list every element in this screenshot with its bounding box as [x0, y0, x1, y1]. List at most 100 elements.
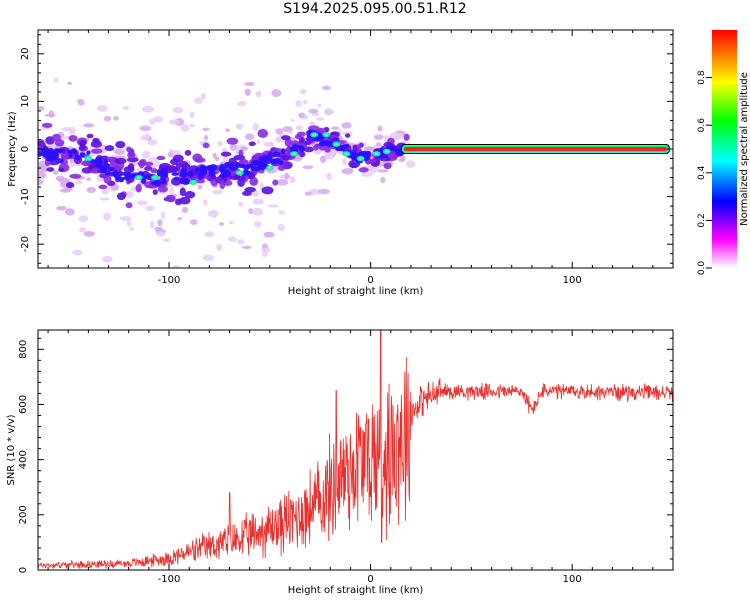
spectral-point — [277, 165, 286, 171]
spectral-point — [280, 148, 286, 155]
spectral-point — [226, 137, 239, 145]
spectral-point — [67, 81, 73, 86]
spectral-point — [244, 133, 255, 141]
spectral-point — [104, 145, 115, 152]
spectral-point — [222, 155, 228, 163]
spectral-point — [114, 157, 127, 165]
spectral-point — [295, 100, 302, 107]
plot-area — [38, 330, 673, 570]
spectral-point — [280, 154, 291, 161]
spectral-point — [403, 133, 410, 141]
spectral-point — [314, 136, 321, 142]
spectral-point — [220, 151, 232, 157]
spectral-point — [221, 148, 228, 153]
spectral-point — [171, 172, 179, 176]
spectral-point — [225, 128, 230, 133]
colorbar: 0.0 0.2 0.4 0.6 0.8 Normalized spectral ampli… — [697, 30, 750, 275]
spectral-point — [316, 117, 325, 121]
spectral-point — [172, 265, 181, 268]
spectral-point — [184, 190, 196, 199]
spectral-point — [86, 157, 91, 160]
spectral-point — [278, 210, 286, 215]
spectral-point — [83, 123, 95, 128]
spectral-point — [177, 217, 182, 221]
spectral-point — [101, 188, 110, 195]
spectral-point — [252, 123, 259, 131]
spectral-point — [228, 221, 234, 225]
spectral-point — [240, 146, 249, 151]
spectral-point — [267, 166, 272, 170]
spectral-point — [295, 125, 303, 131]
spectral-point — [127, 151, 136, 159]
spectral-point — [361, 172, 374, 177]
spectral-point — [221, 173, 231, 178]
spectral-point — [154, 161, 162, 166]
spectral-point — [344, 152, 349, 156]
spectral-point — [38, 105, 45, 111]
snr-series-line — [38, 330, 673, 569]
spectral-point — [202, 199, 208, 206]
y-axis-label: Frequency (Hz) — [7, 111, 18, 187]
spectral-point — [169, 186, 175, 195]
spectral-point — [393, 148, 401, 153]
spectral-point — [72, 249, 83, 256]
spectral-point — [287, 130, 293, 134]
spectral-point — [276, 179, 289, 186]
spectral-point — [261, 252, 268, 257]
spectral-point — [275, 128, 284, 135]
spectral-point — [115, 140, 126, 149]
spectral-point — [83, 231, 95, 237]
spectral-point — [187, 170, 194, 178]
spectral-point — [237, 178, 245, 188]
spectral-point — [255, 90, 262, 98]
x-tick-label: 0 — [367, 574, 373, 585]
spectral-point — [272, 179, 279, 186]
spectral-point — [69, 173, 82, 179]
spectral-point — [375, 142, 382, 147]
spectral-point — [125, 202, 133, 209]
spectral-point — [189, 219, 198, 225]
spectral-point — [51, 142, 56, 149]
y-tick-label: 10 — [20, 95, 31, 108]
spectral-point — [267, 204, 279, 208]
spectral-point — [214, 156, 220, 161]
spectral-point — [98, 184, 108, 190]
spectral-point — [77, 99, 85, 106]
spectral-point — [38, 151, 42, 158]
spectral-point — [57, 167, 65, 172]
spectral-point — [126, 219, 132, 227]
spectrogram-blobs — [38, 77, 670, 268]
spectral-point — [149, 118, 156, 125]
spectral-point — [326, 172, 332, 181]
spectral-point — [172, 150, 182, 156]
spectral-point — [154, 226, 163, 232]
spectral-point — [100, 166, 108, 174]
spectral-point — [377, 169, 389, 173]
spectral-point — [324, 133, 329, 137]
spectral-point — [189, 123, 196, 128]
spectral-point — [229, 144, 238, 151]
spectral-point — [54, 138, 65, 147]
spectral-point — [251, 166, 261, 172]
spectral-point — [192, 153, 203, 162]
spectral-point — [265, 154, 273, 162]
spectral-point — [225, 169, 231, 174]
spectral-point — [284, 147, 291, 153]
spectral-point — [252, 198, 264, 205]
spectral-point — [163, 238, 171, 243]
spectral-point — [380, 176, 386, 184]
spectral-point — [74, 180, 83, 185]
spectral-point — [358, 157, 363, 160]
spectral-point — [405, 160, 416, 168]
spectral-point — [104, 171, 111, 176]
y-axis-label: SNR (10 * v/v) — [6, 414, 17, 485]
spectral-point — [236, 101, 247, 107]
spectral-point — [154, 179, 162, 187]
spectral-point — [152, 176, 157, 179]
colorbar-tick-label: 0.8 — [697, 70, 707, 85]
spectral-point — [244, 88, 251, 97]
x-tick-label: -100 — [158, 574, 181, 585]
spectral-point — [41, 122, 53, 128]
spectral-point — [317, 103, 322, 108]
